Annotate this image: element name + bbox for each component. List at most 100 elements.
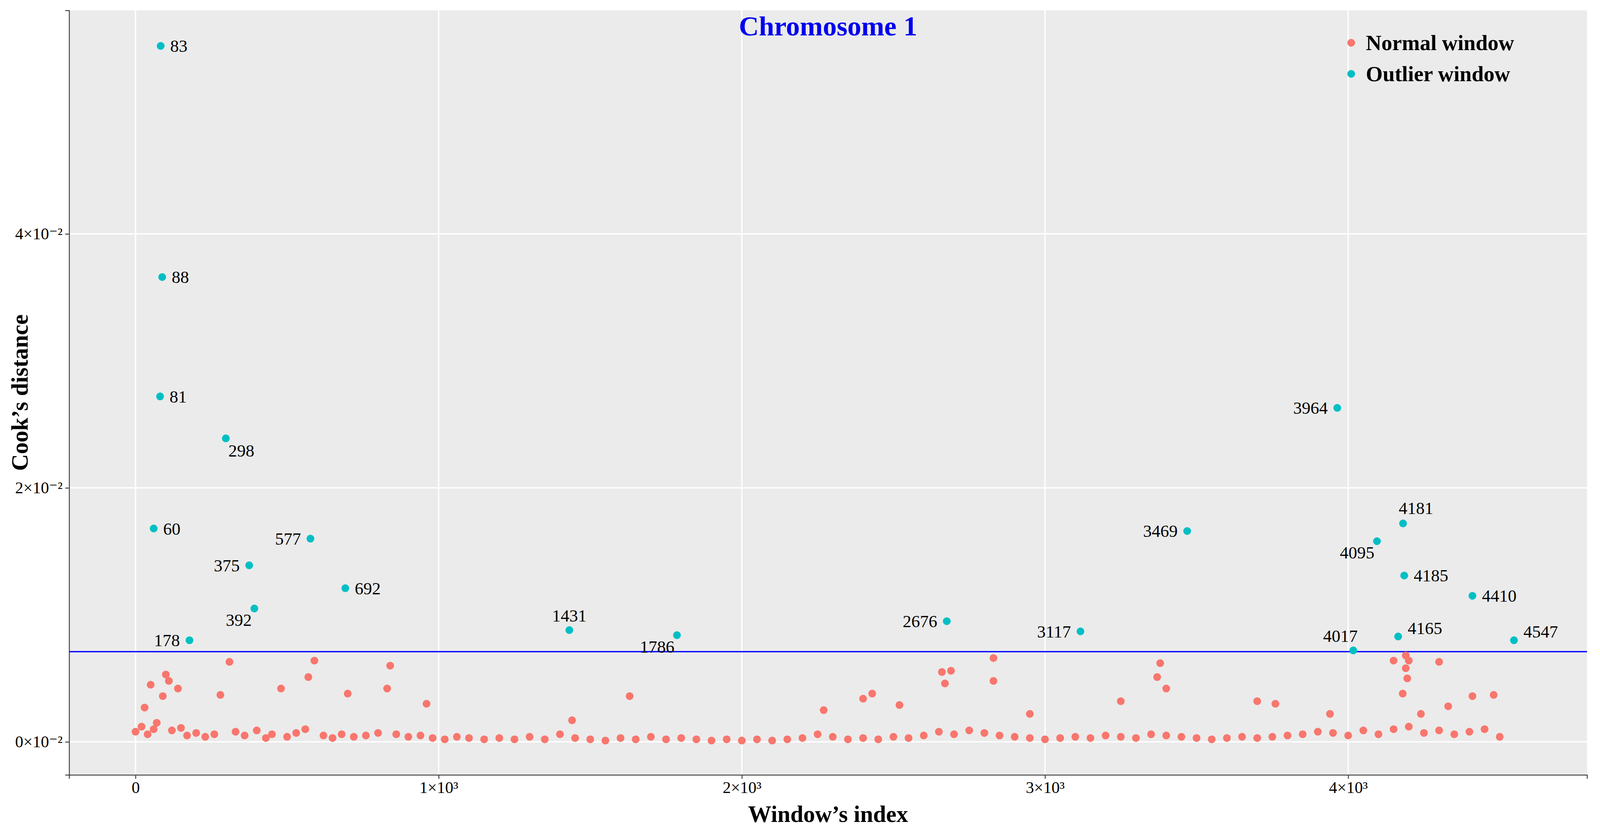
legend-item: Normal window: [1347, 30, 1515, 55]
x-tick-label: 1×10³: [419, 778, 459, 797]
point: [137, 722, 146, 731]
legend-item: Outlier window: [1347, 61, 1511, 86]
point: [965, 726, 974, 735]
x-tick-label: 3×10³: [1025, 778, 1065, 797]
data-label: 3469: [1142, 521, 1178, 541]
point: [1404, 656, 1413, 665]
point: [1450, 730, 1459, 739]
point: [1283, 731, 1292, 740]
data-label: 88: [171, 267, 189, 287]
point: [844, 735, 852, 744]
point: [1468, 692, 1477, 701]
data-label: 692: [354, 578, 381, 599]
point: [601, 736, 610, 745]
legend-label: Outlier window: [1365, 61, 1511, 86]
point: [868, 689, 877, 698]
point: [1132, 734, 1140, 743]
y-axis-line: [65, 10, 70, 776]
point: [1465, 727, 1474, 736]
point: [140, 703, 149, 712]
point: [737, 736, 746, 745]
point: [1162, 731, 1171, 740]
point: [950, 730, 959, 739]
y-tick-label: 4×10⁻²: [15, 224, 63, 243]
point: [1071, 733, 1080, 741]
point: [1399, 519, 1407, 528]
point: [156, 392, 165, 401]
x-tick: 1×10³: [419, 774, 459, 797]
point: [143, 730, 152, 739]
point: [1056, 734, 1064, 743]
point: [152, 718, 161, 727]
point: [131, 727, 140, 736]
point: [1389, 656, 1398, 665]
point: [1271, 699, 1280, 708]
point: [192, 729, 200, 737]
point: [1394, 632, 1403, 641]
grid-line-x: [438, 10, 440, 775]
point: [1010, 733, 1019, 741]
x-tick-label: 4×10³: [1329, 778, 1369, 797]
point: [1147, 730, 1156, 739]
point: [1162, 684, 1171, 693]
data-label: 3964: [1293, 398, 1328, 418]
point: [1222, 734, 1231, 743]
point: [386, 661, 394, 670]
data-label: 2676: [902, 611, 938, 632]
point: [1177, 733, 1186, 741]
point: [337, 730, 346, 739]
point: [828, 733, 837, 741]
point: [525, 733, 534, 741]
point: [158, 273, 166, 281]
point: [341, 584, 350, 593]
point: [1480, 725, 1489, 734]
legend-marker: [1347, 69, 1356, 78]
point: [158, 692, 167, 701]
legend-label: Normal window: [1365, 30, 1515, 55]
grid-line-y: [69, 487, 1588, 489]
point: [428, 734, 437, 743]
data-label: 3117: [1037, 622, 1072, 642]
point: [1192, 734, 1201, 743]
point: [1183, 526, 1191, 535]
point: [989, 676, 998, 685]
x-tick: 4×10³: [1329, 774, 1369, 797]
data-label: 178: [154, 630, 181, 651]
y-tick: 4×10⁻²: [15, 224, 70, 243]
data-label: 4017: [1323, 626, 1358, 646]
point: [1329, 729, 1337, 737]
point: [149, 524, 158, 533]
panel: [69, 10, 1588, 775]
point: [383, 684, 391, 693]
point: [989, 654, 998, 663]
point: [343, 689, 352, 698]
point: [480, 735, 489, 744]
point: [938, 668, 947, 677]
data-label: 577: [275, 529, 302, 549]
data-label: 83: [170, 36, 188, 56]
point: [798, 734, 807, 743]
point: [1400, 571, 1409, 580]
point: [647, 733, 655, 741]
data-label: 4165: [1407, 618, 1443, 639]
point: [859, 695, 867, 703]
point: [210, 730, 219, 739]
point: [183, 731, 191, 740]
point: [177, 723, 185, 732]
data-label: 4547: [1523, 622, 1559, 642]
point: [947, 666, 956, 675]
x-axis: 01×10³2×10³3×10³4×10³: [69, 774, 1588, 797]
point: [586, 735, 594, 744]
x-tick: 3×10³: [1025, 774, 1065, 797]
data-label: 1786: [639, 637, 675, 657]
point: [707, 736, 716, 745]
point: [941, 679, 950, 688]
point: [1298, 730, 1307, 739]
data-labels: 6081838817829837539257769214311786267631…: [154, 36, 1559, 657]
point: [813, 730, 822, 739]
point: [1374, 730, 1383, 739]
data-label: 4181: [1398, 498, 1434, 518]
point: [1489, 691, 1498, 699]
x-tick-label: 2×10³: [722, 778, 762, 797]
chart: 01×10³2×10³3×10³4×10³0×10⁻²2×10⁻²4×10⁻²6…: [0, 0, 1600, 828]
